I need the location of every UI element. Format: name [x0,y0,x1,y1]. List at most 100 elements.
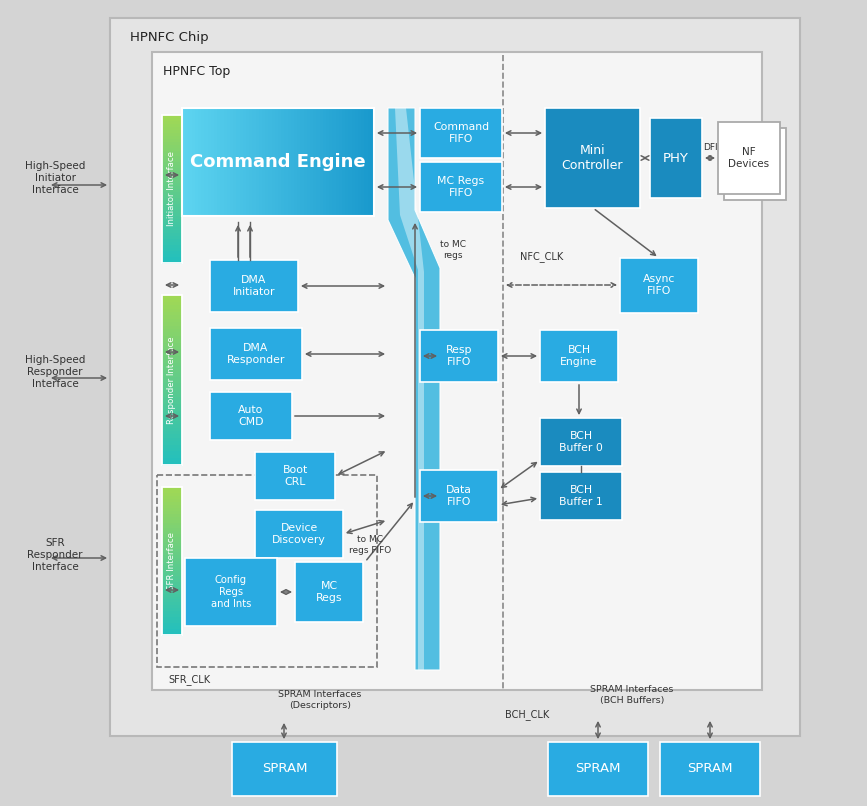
Bar [214,108,218,216]
Bar [284,108,288,216]
Text: Auto
CMD: Auto CMD [238,405,264,427]
Bar [307,108,310,216]
Bar [162,596,182,600]
Text: DMA
Initiator: DMA Initiator [232,275,275,297]
Bar [162,600,182,603]
Bar [162,605,182,609]
Bar [362,108,365,216]
Bar [718,122,780,194]
Bar [162,387,182,391]
Bar [162,305,182,310]
Bar [162,538,182,541]
Bar [162,195,182,198]
Bar [162,216,182,219]
Bar [162,428,182,431]
Bar [162,370,182,374]
Bar [162,373,182,377]
Bar [162,531,182,535]
Bar [162,561,182,564]
Bar [243,108,246,216]
Bar [162,555,182,559]
Bar [724,128,786,200]
Text: Initiator Interface: Initiator Interface [167,152,177,226]
Text: Command Engine: Command Engine [190,153,366,171]
Text: PHY: PHY [663,152,689,164]
Bar [162,558,182,562]
Bar [232,742,337,796]
Text: BCH
Buffer 0: BCH Buffer 0 [559,431,603,453]
Bar [246,108,250,216]
Bar [255,452,335,500]
Bar [162,376,182,380]
Bar [162,147,182,151]
Bar [162,204,182,207]
Bar [162,407,182,411]
Bar [295,562,363,622]
Bar [188,108,192,216]
Text: Resp
FIFO: Resp FIFO [446,345,473,367]
Bar [162,520,182,523]
Bar [332,108,336,216]
Bar [162,329,182,333]
Bar [210,392,292,440]
Bar [162,579,182,582]
Bar [162,127,182,131]
Bar [162,339,182,343]
Bar [162,359,182,364]
Bar [162,248,182,251]
Bar [162,353,182,357]
Bar [259,108,263,216]
Bar [162,529,182,532]
Bar [540,472,622,520]
Bar [265,108,269,216]
Bar [288,108,291,216]
Bar [162,546,182,550]
Bar [162,298,182,302]
Bar [162,438,182,442]
Polygon shape [395,108,424,670]
Bar [278,108,282,216]
Bar [162,336,182,340]
Text: MC
Regs: MC Regs [316,581,342,603]
Bar [162,508,182,511]
Bar [162,133,182,136]
Bar [162,549,182,553]
Bar [162,393,182,397]
Bar [540,330,618,382]
Bar [182,108,186,216]
Text: DFI: DFI [702,143,717,152]
Text: BCH_CLK: BCH_CLK [505,709,550,721]
Bar [162,593,182,597]
Text: MC Regs
FIFO: MC Regs FIFO [438,176,485,198]
Text: SFR
Responder
Interface: SFR Responder Interface [27,538,82,571]
Bar [336,108,339,216]
Bar [162,458,182,462]
Text: to MC
regs FIFO: to MC regs FIFO [349,535,391,555]
Bar [162,434,182,438]
Bar [162,245,182,249]
Bar [162,410,182,414]
Text: SFR_CLK: SFR_CLK [168,675,210,685]
Text: Async
FIFO: Async FIFO [642,275,675,297]
Bar [162,165,182,169]
Bar [162,424,182,428]
Bar [368,108,371,216]
Text: HPNFC Chip: HPNFC Chip [130,31,209,44]
Bar [162,254,182,258]
Bar [162,575,182,580]
Bar [162,332,182,336]
Bar [162,490,182,493]
Bar [162,573,182,576]
Bar [162,632,182,636]
Bar [162,380,182,384]
Bar [316,108,320,216]
Bar [198,108,202,216]
Bar [420,108,502,158]
Bar [323,108,327,216]
Bar [252,108,257,216]
Bar [255,510,343,558]
Text: Mini
Controller: Mini Controller [562,143,623,172]
Text: High-Speed
Initiator
Interface: High-Speed Initiator Interface [25,161,85,194]
Bar [224,108,227,216]
Bar [162,174,182,178]
